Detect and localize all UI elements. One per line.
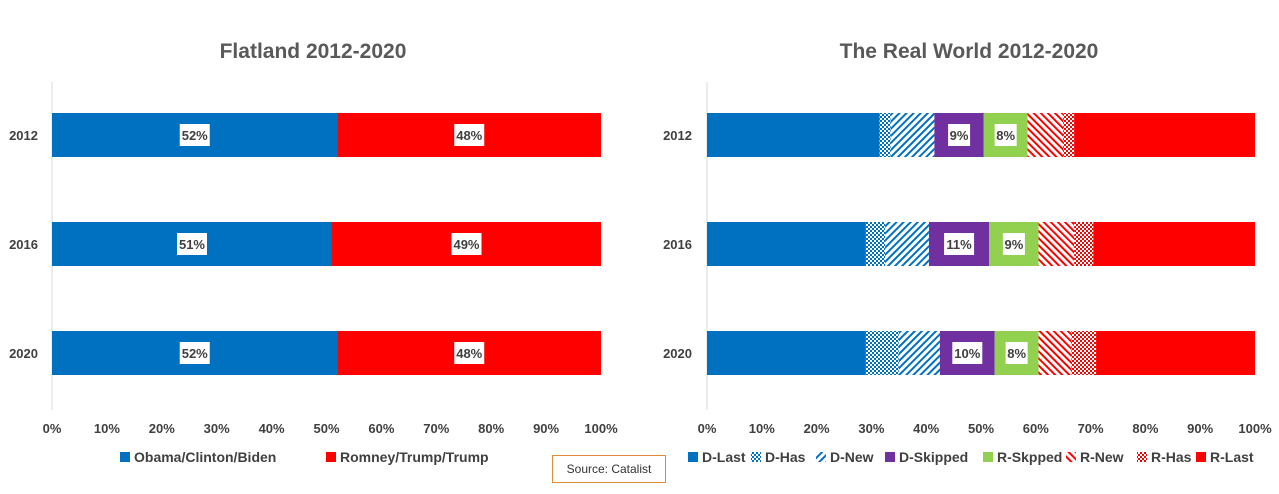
x-tick-label: 20% [804,421,830,436]
data-label: 48% [456,346,482,361]
x-tick-label: 90% [533,421,559,436]
data-label-box [451,233,482,255]
x-tick-label: 70% [423,421,449,436]
x-tick-label: 60% [368,421,394,436]
x-tick-label: 60% [1023,421,1049,436]
legend-label-r-new: R-New [1080,449,1124,465]
data-label: 49% [453,237,479,252]
category-label: 2020 [9,346,38,361]
legend-swatch-d-skipped [885,452,895,462]
data-label-box [994,124,1017,146]
data-label-box [1002,233,1025,255]
data-label: 8% [1007,346,1026,361]
bar-d-has-2016 [865,222,886,266]
bar-d-last-2020 [707,331,866,375]
legend-label-r-skpped: R-Skpped [997,449,1062,465]
x-tick-label: 100% [1238,421,1272,436]
x-tick-label: 80% [1132,421,1158,436]
plot-area: 2012 2016 2020 0% 10% 20% 30% 40% 50% 60% 70% 80% 90… [663,82,1272,465]
bar-r-new-2012 [1027,113,1064,157]
source-note: Source: Catalist [552,455,666,483]
legend-label-r-has: R-Has [1151,449,1192,465]
chart-title: The Real World 2012-2020 [840,40,1099,63]
x-tick-label: 80% [478,421,504,436]
legend-swatch-r-skpped [983,452,993,462]
bar-d-has-2020 [865,331,899,375]
data-label: 8% [996,128,1015,143]
legend-label-r-last: R-Last [1210,449,1254,465]
data-label: 10% [954,346,980,361]
x-tick-label: 40% [259,421,285,436]
x-tick-label: 50% [968,421,994,436]
x-tick-label: 50% [313,421,339,436]
bar-d-has-2012 [879,113,891,157]
plot-area: 2012 2016 2020 0% 10% 20% 30% 40% 50% 60% 70% 80% 90… [9,82,618,465]
data-label-box [1005,342,1028,364]
data-label-box [952,342,983,364]
legend-label-d-has: D-Has [765,449,806,465]
legend-label-d-skipped: D-Skipped [899,449,968,465]
bar-r-last-2016 [1093,222,1255,266]
chart-title: Flatland 2012-2020 [220,40,407,63]
data-label-box [454,124,485,146]
data-label: 52% [182,346,208,361]
data-label: 9% [950,128,969,143]
data-label: 51% [179,237,205,252]
bar-d-last-2012 [707,113,880,157]
x-tick-label: 10% [749,421,775,436]
x-tick-label: 0% [43,421,62,436]
bar-r-last-2012 [1074,113,1255,157]
bar-r-has-2012 [1063,113,1075,157]
category-label: 2016 [663,237,692,252]
legend-swatch-d-new [816,452,826,462]
legend-label-romney-trump-trump: Romney/Trump/Trump [340,449,489,465]
x-tick-label: 10% [94,421,120,436]
legend-swatch-obama-clinton-biden [120,452,130,462]
bar-d-last-2016 [707,222,866,266]
bar-r-new-2020 [1038,331,1072,375]
x-tick-label: 20% [149,421,175,436]
data-label-box [454,342,485,364]
data-label-box [948,124,971,146]
legend-swatch-r-has [1137,452,1147,462]
legend-label-obama-clinton-biden: Obama/Clinton/Biden [134,449,276,465]
bar-d-new-2020 [898,331,940,375]
bar-d-new-2016 [885,222,929,266]
bar-r-new-2016 [1038,222,1075,266]
data-label: 9% [1004,237,1023,252]
bar-r-has-2020 [1071,331,1097,375]
x-tick-label: 30% [204,421,230,436]
legend-swatch-r-new [1066,452,1076,462]
legend-swatch-r-last [1196,452,1206,462]
x-tick-label: 0% [698,421,717,436]
data-label-box [179,342,210,364]
x-tick-label: 90% [1187,421,1213,436]
category-label: 2020 [663,346,692,361]
data-label: 11% [946,237,972,252]
category-label: 2012 [663,128,692,143]
legend-swatch-d-has [751,452,761,462]
x-tick-label: 100% [584,421,618,436]
x-tick-label: 30% [858,421,884,436]
category-label: 2016 [9,237,38,252]
data-label-box [176,233,207,255]
bar-r-last-2020 [1096,331,1255,375]
data-label: 48% [456,128,482,143]
x-tick-label: 70% [1078,421,1104,436]
x-tick-label: 40% [913,421,939,436]
legend-label-d-last: D-Last [702,449,746,465]
category-label: 2012 [9,128,38,143]
legend-swatch-d-last [688,452,698,462]
bar-r-has-2016 [1074,222,1094,266]
data-label-box [179,124,210,146]
data-label: 52% [182,128,208,143]
chart-flatland: Flatland 2012-2020 2012 2016 2020 0% 10% 20% 3… [9,40,618,465]
legend-swatch-romney-trump-trump [326,452,336,462]
legend-label-d-new: D-New [830,449,874,465]
bar-d-new-2012 [890,113,935,157]
data-label-box [944,233,975,255]
chart-real-world: The Real World 2012-2020 2012 2016 2020 0% 1… [663,40,1272,465]
